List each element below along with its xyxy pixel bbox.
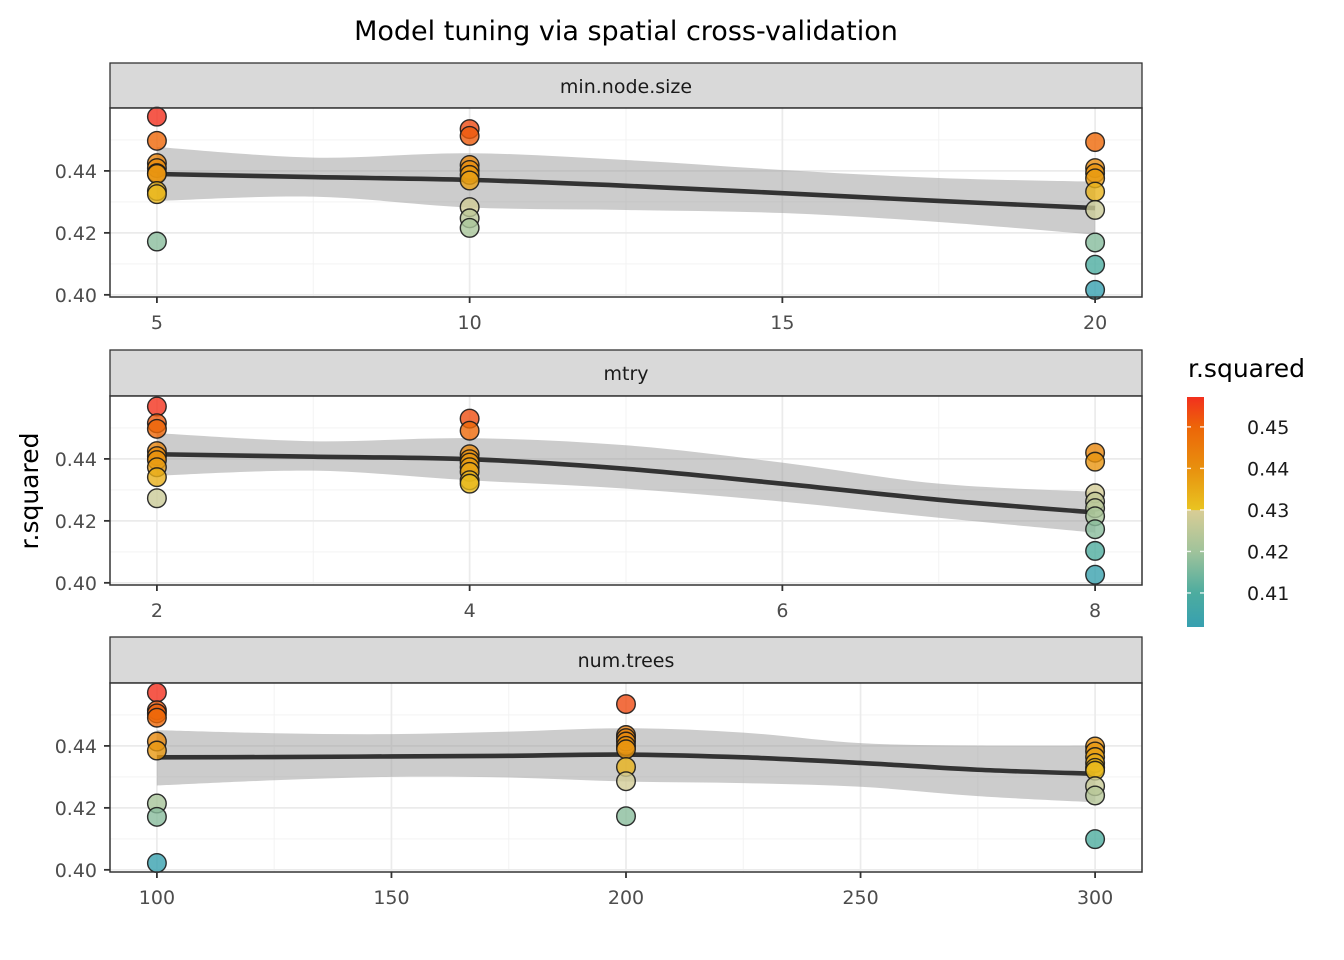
x-tick-label: 2 xyxy=(151,600,163,622)
x-tick-label: 6 xyxy=(776,600,788,622)
data-point xyxy=(459,217,480,238)
data-point xyxy=(146,488,167,509)
y-tick-label: 0.42 xyxy=(55,511,97,533)
data-point xyxy=(1085,451,1106,472)
legend-tick-label: 0.41 xyxy=(1247,583,1289,605)
data-point xyxy=(146,396,167,417)
x-tick-label: 4 xyxy=(464,600,476,622)
x-tick-label: 5 xyxy=(151,312,163,334)
facet-num-trees: num.trees 0.40 0.42 0.44 100 150 200 250 300 xyxy=(55,636,1143,909)
data-point xyxy=(146,184,167,205)
data-point xyxy=(146,467,167,488)
y-tick-label: 0.44 xyxy=(55,736,97,758)
legend-tick-label: 0.43 xyxy=(1247,500,1289,522)
data-point xyxy=(146,806,167,827)
legend-tick-label: 0.44 xyxy=(1247,458,1289,480)
data-point xyxy=(146,163,167,184)
x-tick-label: 15 xyxy=(770,312,794,334)
y-tick-label: 0.40 xyxy=(55,285,97,307)
legend-title: r.squared xyxy=(1188,354,1305,383)
data-point xyxy=(459,420,480,441)
y-tick-label: 0.42 xyxy=(55,798,97,820)
data-point xyxy=(459,170,480,191)
data-point xyxy=(146,418,167,439)
data-point xyxy=(1085,540,1106,561)
facet-strip-label: mtry xyxy=(603,363,648,385)
facet-strip xyxy=(109,62,1143,109)
x-tick-label: 300 xyxy=(1077,887,1113,909)
legend-colorbar xyxy=(1187,397,1204,627)
y-tick-label: 0.40 xyxy=(55,573,97,595)
data-point xyxy=(616,694,637,715)
data-point xyxy=(146,740,167,761)
y-tick-label: 0.40 xyxy=(55,860,97,882)
data-point xyxy=(1085,254,1106,275)
chart-title: Model tuning via spatial cross-validatio… xyxy=(354,16,898,47)
data-point xyxy=(1085,181,1106,202)
data-point xyxy=(1085,519,1106,540)
data-point xyxy=(1085,132,1106,153)
x-tick-label: 150 xyxy=(373,887,409,909)
data-point xyxy=(1085,785,1106,806)
data-point xyxy=(146,682,167,703)
smooth-line xyxy=(156,451,1096,515)
data-point xyxy=(146,106,167,127)
panel-border xyxy=(109,395,1143,586)
data-point xyxy=(616,806,637,827)
data-point xyxy=(1085,829,1106,850)
y-tick-label: 0.42 xyxy=(55,223,97,245)
facet-strip-label: min.node.size xyxy=(560,76,692,98)
facet-min-node-size: min.node.size 0.40 0.42 0.44 5 10 15 20 xyxy=(55,62,1143,334)
legend-tick-label: 0.42 xyxy=(1247,541,1289,563)
data-point xyxy=(146,853,167,874)
x-tick-label: 200 xyxy=(608,887,644,909)
data-point xyxy=(616,771,637,792)
facet-mtry: mtry 0.40 0.42 0.44 2 4 6 8 xyxy=(55,349,1143,622)
confidence-band xyxy=(156,147,1096,235)
data-point xyxy=(1085,564,1106,585)
data-point xyxy=(1085,199,1106,220)
data-point xyxy=(146,130,167,151)
data-point xyxy=(1085,232,1106,253)
y-tick-label: 0.44 xyxy=(55,161,97,183)
x-tick-label: 20 xyxy=(1083,312,1107,334)
panel-border xyxy=(109,107,1143,298)
x-tick-label: 250 xyxy=(842,887,878,909)
y-tick-label: 0.44 xyxy=(55,449,97,471)
data-point xyxy=(616,739,637,760)
data-point xyxy=(459,125,480,146)
data-point xyxy=(146,231,167,252)
x-tick-label: 100 xyxy=(139,887,175,909)
data-point xyxy=(146,707,167,728)
x-tick-label: 8 xyxy=(1089,600,1101,622)
facet-strip-label: num.trees xyxy=(578,650,675,672)
data-point xyxy=(459,473,480,494)
color-legend: r.squared 0.41 0.42 0.43 0.44 0.45 xyxy=(1187,354,1305,627)
smooth-line xyxy=(156,171,1096,211)
legend-ticks: 0.41 0.42 0.43 0.44 0.45 xyxy=(1187,417,1289,605)
legend-tick-label: 0.45 xyxy=(1247,417,1289,439)
facet-panels: min.node.size 0.40 0.42 0.44 5 10 15 20 mtry 0.40… xyxy=(55,62,1143,909)
y-axis-title: r.squared xyxy=(15,433,44,550)
x-tick-label: 10 xyxy=(458,312,482,334)
